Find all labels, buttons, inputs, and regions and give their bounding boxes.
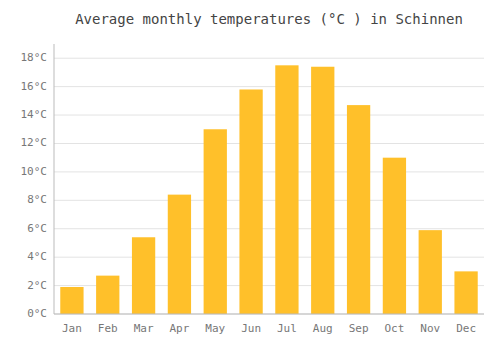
bar (96, 276, 119, 314)
x-tick-label: Aug (313, 322, 333, 335)
y-tick-label: 0°C (27, 307, 47, 320)
bar (239, 89, 262, 314)
x-tick-label: Oct (384, 322, 404, 335)
chart: Average monthly temperatures (°C ) in Sc… (0, 0, 500, 350)
y-tick-label: 18°C (21, 51, 48, 64)
y-tick-label: 12°C (21, 136, 48, 149)
x-tick-label: Nov (420, 322, 440, 335)
grid-line (54, 86, 484, 87)
x-axis: Jan Feb Mar Apr May Jun Jul Aug Sep Oct Nov Dec (54, 314, 484, 335)
y-tick-label: 10°C (21, 165, 48, 178)
bar (311, 67, 334, 314)
bar (204, 129, 227, 314)
chart-container: Average monthly temperatures (°C ) in Sc… (0, 0, 500, 350)
bar (383, 158, 406, 314)
x-tick-label: Jun (241, 322, 261, 335)
y-tick-label: 8°C (27, 193, 47, 206)
x-tick-label: Jul (277, 322, 297, 335)
y-tick-label: 2°C (27, 279, 47, 292)
grid-line (54, 314, 484, 315)
bar (275, 65, 298, 314)
x-tick-label: May (205, 322, 225, 335)
y-tick-label: 16°C (21, 80, 48, 93)
y-axis: 0°C 2°C 4°C 6°C 8°C 10°C 12°C 14°C 16°C 18°C (21, 44, 55, 320)
grid-line (54, 143, 484, 144)
y-axis-line (54, 44, 55, 314)
x-tick-label: Apr (169, 322, 189, 335)
page: {"chart_data": {"type": "bar", "title": … (0, 0, 500, 350)
grid-line (54, 200, 484, 201)
y-tick-label: 6°C (27, 222, 47, 235)
y-tick-label: 14°C (21, 108, 48, 121)
bar (454, 271, 477, 314)
bar (419, 230, 442, 314)
y-tick-label: 4°C (27, 250, 47, 263)
x-tick-label: Dec (456, 322, 476, 335)
x-axis-line (54, 314, 484, 315)
bar (168, 195, 191, 314)
x-tick-label: Jan (62, 322, 82, 335)
grid-line (54, 115, 484, 116)
grid-line (54, 171, 484, 172)
x-tick-label: Mar (134, 322, 154, 335)
x-tick-label: Sep (349, 322, 369, 335)
bars (60, 65, 477, 314)
bar (132, 237, 155, 314)
grid (54, 58, 484, 314)
bar (347, 105, 370, 314)
grid-line (54, 228, 484, 229)
grid-line (54, 58, 484, 59)
bar (60, 287, 83, 314)
x-tick-label: Feb (98, 322, 118, 335)
title: Average monthly temperatures (°C ) in Sc… (75, 11, 463, 27)
